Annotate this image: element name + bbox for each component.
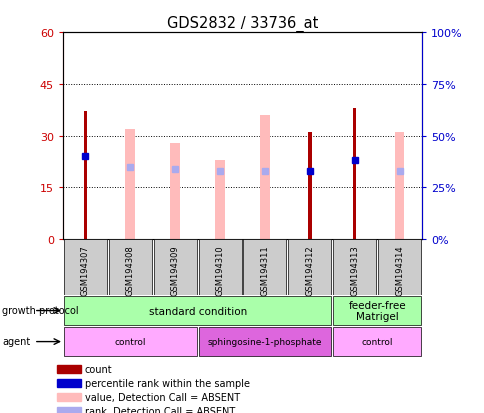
Text: sphingosine-1-phosphate: sphingosine-1-phosphate bbox=[207, 337, 321, 346]
Bar bbox=[333, 240, 376, 295]
Bar bbox=[125, 129, 135, 240]
Bar bbox=[108, 240, 151, 295]
Bar bbox=[259, 116, 269, 240]
Title: GDS2832 / 33736_at: GDS2832 / 33736_at bbox=[166, 16, 318, 32]
Text: GSM194311: GSM194311 bbox=[260, 245, 269, 296]
Text: GSM194310: GSM194310 bbox=[215, 245, 224, 296]
Bar bbox=[394, 133, 404, 240]
Text: GSM194308: GSM194308 bbox=[125, 245, 135, 296]
Bar bbox=[84, 112, 87, 240]
Text: control: control bbox=[114, 337, 146, 346]
Text: value, Detection Call = ABSENT: value, Detection Call = ABSENT bbox=[85, 392, 240, 401]
Text: GSM194313: GSM194313 bbox=[349, 245, 359, 296]
Bar bbox=[64, 328, 197, 356]
Text: feeder-free
Matrigel: feeder-free Matrigel bbox=[348, 300, 405, 322]
Text: rank, Detection Call = ABSENT: rank, Detection Call = ABSENT bbox=[85, 406, 235, 413]
Bar bbox=[57, 379, 80, 387]
Bar bbox=[198, 240, 241, 295]
Text: GSM194309: GSM194309 bbox=[170, 245, 180, 296]
Bar bbox=[57, 393, 80, 401]
Text: growth protocol: growth protocol bbox=[2, 306, 79, 316]
Bar bbox=[352, 109, 356, 240]
Text: GSM194314: GSM194314 bbox=[394, 245, 403, 296]
Text: count: count bbox=[85, 364, 112, 374]
Bar bbox=[64, 240, 107, 295]
Text: agent: agent bbox=[2, 337, 30, 347]
Bar bbox=[287, 240, 331, 295]
Bar bbox=[57, 406, 80, 413]
Bar bbox=[215, 160, 225, 240]
Bar bbox=[377, 240, 420, 295]
Bar bbox=[333, 297, 420, 325]
Text: GSM194312: GSM194312 bbox=[304, 245, 314, 296]
Text: percentile rank within the sample: percentile rank within the sample bbox=[85, 377, 249, 388]
Bar bbox=[64, 297, 331, 325]
Bar bbox=[170, 143, 180, 240]
Text: GSM194307: GSM194307 bbox=[81, 245, 90, 296]
Text: standard condition: standard condition bbox=[148, 306, 246, 316]
Bar bbox=[333, 328, 420, 356]
Text: control: control bbox=[361, 337, 392, 346]
Bar bbox=[57, 365, 80, 373]
Bar bbox=[307, 133, 311, 240]
Bar bbox=[198, 328, 331, 356]
Bar bbox=[243, 240, 286, 295]
Bar bbox=[153, 240, 197, 295]
